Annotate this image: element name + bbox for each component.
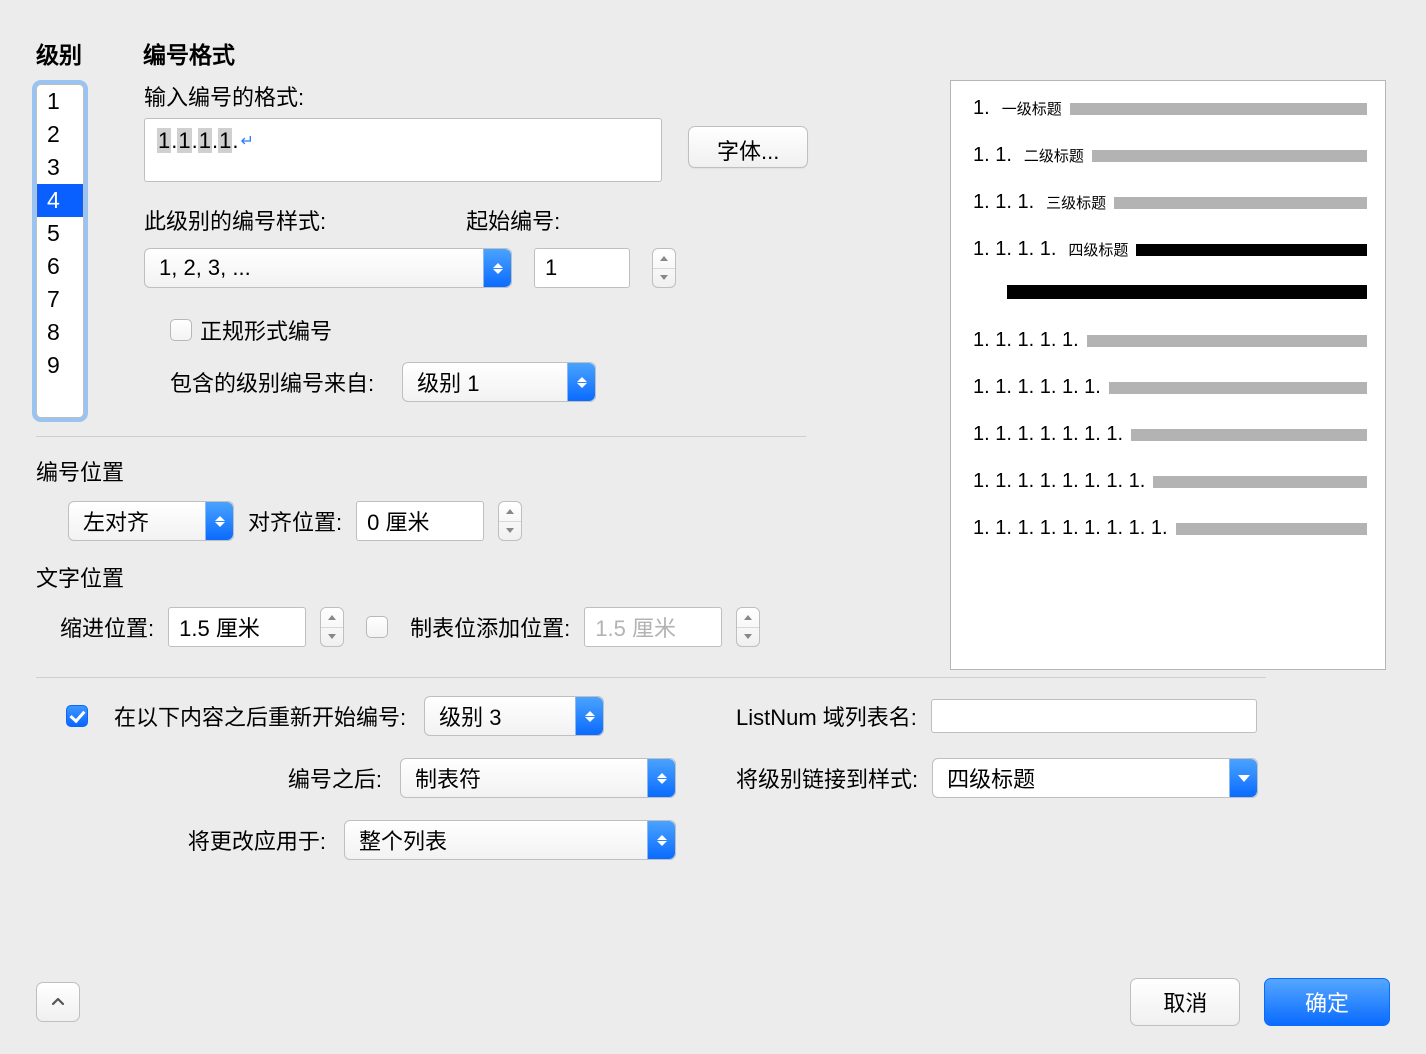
font-button[interactable]: 字体... [688, 126, 808, 168]
indent-stepper[interactable] [320, 607, 344, 647]
level-item[interactable]: 9 [37, 349, 83, 382]
preview-row: 1. 1. 1. 1. 1. 1. [973, 376, 1367, 399]
tabstop-input[interactable] [584, 607, 722, 647]
level-item[interactable]: 2 [37, 118, 83, 151]
tabstop-stepper[interactable] [736, 607, 760, 647]
preview-row: 1. 1. 1. 1. 1. 1. 1. 1. 1. [973, 517, 1367, 540]
formal-number-label: 正规形式编号 [200, 314, 332, 346]
listnum-input[interactable] [931, 699, 1257, 733]
number-style-value: 1, 2, 3, ... [159, 255, 259, 281]
preview-row [1007, 285, 1367, 299]
apply-to-value: 整个列表 [359, 824, 455, 856]
expand-button[interactable] [36, 982, 80, 1022]
select-arrows-icon [567, 363, 595, 401]
restart-value: 级别 3 [439, 700, 509, 732]
preview-pane: 1.一级标题 1. 1.二级标题 1. 1. 1.三级标题 1. 1. 1. 1.四级… [950, 80, 1386, 670]
chevron-down-icon [1229, 759, 1257, 797]
link-style-select[interactable]: 四级标题 [932, 758, 1258, 798]
level-item[interactable]: 5 [37, 217, 83, 250]
level-item[interactable]: 8 [37, 316, 83, 349]
align-at-label: 对齐位置: [248, 505, 342, 537]
chevron-up-icon [50, 994, 66, 1010]
formal-number-checkbox[interactable] [170, 319, 192, 341]
preview-row: 1. 1. 1. 1. 1. [973, 329, 1367, 352]
link-style-value: 四级标题 [947, 762, 1043, 794]
select-arrows-icon [647, 821, 675, 859]
level-listbox[interactable]: 123456789 [36, 84, 84, 418]
select-arrows-icon [483, 249, 511, 287]
alignment-select[interactable]: 左对齐 [68, 501, 234, 541]
start-number-stepper[interactable] [652, 248, 676, 288]
after-number-label: 编号之后: [288, 762, 382, 794]
indent-input[interactable] [168, 607, 306, 647]
preview-row: 1. 1.二级标题 [973, 144, 1367, 167]
level-item[interactable]: 3 [37, 151, 83, 184]
restart-select[interactable]: 级别 3 [424, 696, 604, 736]
start-number-input[interactable] [534, 248, 630, 288]
number-style-select[interactable]: 1, 2, 3, ... [144, 248, 512, 288]
align-at-stepper[interactable] [498, 501, 522, 541]
after-number-select[interactable]: 制表符 [400, 758, 676, 798]
align-at-input[interactable] [356, 501, 484, 541]
preview-row: 1. 1. 1.三级标题 [973, 191, 1367, 214]
level-item[interactable]: 4 [37, 184, 83, 217]
preview-row: 1.一级标题 [973, 97, 1367, 120]
level-item[interactable]: 1 [37, 85, 83, 118]
tabstop-label: 制表位添加位置: [410, 611, 570, 643]
number-format-value: 1.1.1.1.↵ [157, 128, 254, 153]
include-from-select[interactable]: 级别 1 [402, 362, 596, 402]
link-style-label: 将级别链接到样式: [736, 762, 918, 794]
level-item[interactable]: 6 [37, 250, 83, 283]
listnum-label: ListNum 域列表名: [736, 700, 917, 732]
numfmt-header: 编号格式 [143, 36, 235, 70]
level-header: 级别 [36, 36, 111, 70]
after-number-value: 制表符 [415, 762, 489, 794]
select-arrows-icon [205, 502, 233, 540]
apply-to-select[interactable]: 整个列表 [344, 820, 676, 860]
indent-label: 缩进位置: [60, 611, 154, 643]
restart-label: 在以下内容之后重新开始编号: [114, 700, 406, 732]
restart-checkbox[interactable] [66, 705, 88, 727]
number-format-input[interactable]: 1.1.1.1.↵ [144, 118, 662, 182]
style-label: 此级别的编号样式: [144, 204, 326, 236]
include-from-label: 包含的级别编号来自: [170, 366, 374, 398]
level-item[interactable]: 7 [37, 283, 83, 316]
select-arrows-icon [647, 759, 675, 797]
preview-row: 1. 1. 1. 1.四级标题 [973, 238, 1367, 261]
preview-row: 1. 1. 1. 1. 1. 1. 1. 1. [973, 470, 1367, 493]
include-from-value: 级别 1 [417, 366, 487, 398]
alignment-value: 左对齐 [83, 505, 157, 537]
apply-to-label: 将更改应用于: [188, 824, 326, 856]
select-arrows-icon [575, 697, 603, 735]
ok-button[interactable]: 确定 [1264, 978, 1390, 1026]
cancel-button[interactable]: 取消 [1130, 978, 1240, 1026]
preview-row: 1. 1. 1. 1. 1. 1. 1. [973, 423, 1367, 446]
tabstop-checkbox[interactable] [366, 616, 388, 638]
start-label: 起始编号: [466, 204, 560, 236]
